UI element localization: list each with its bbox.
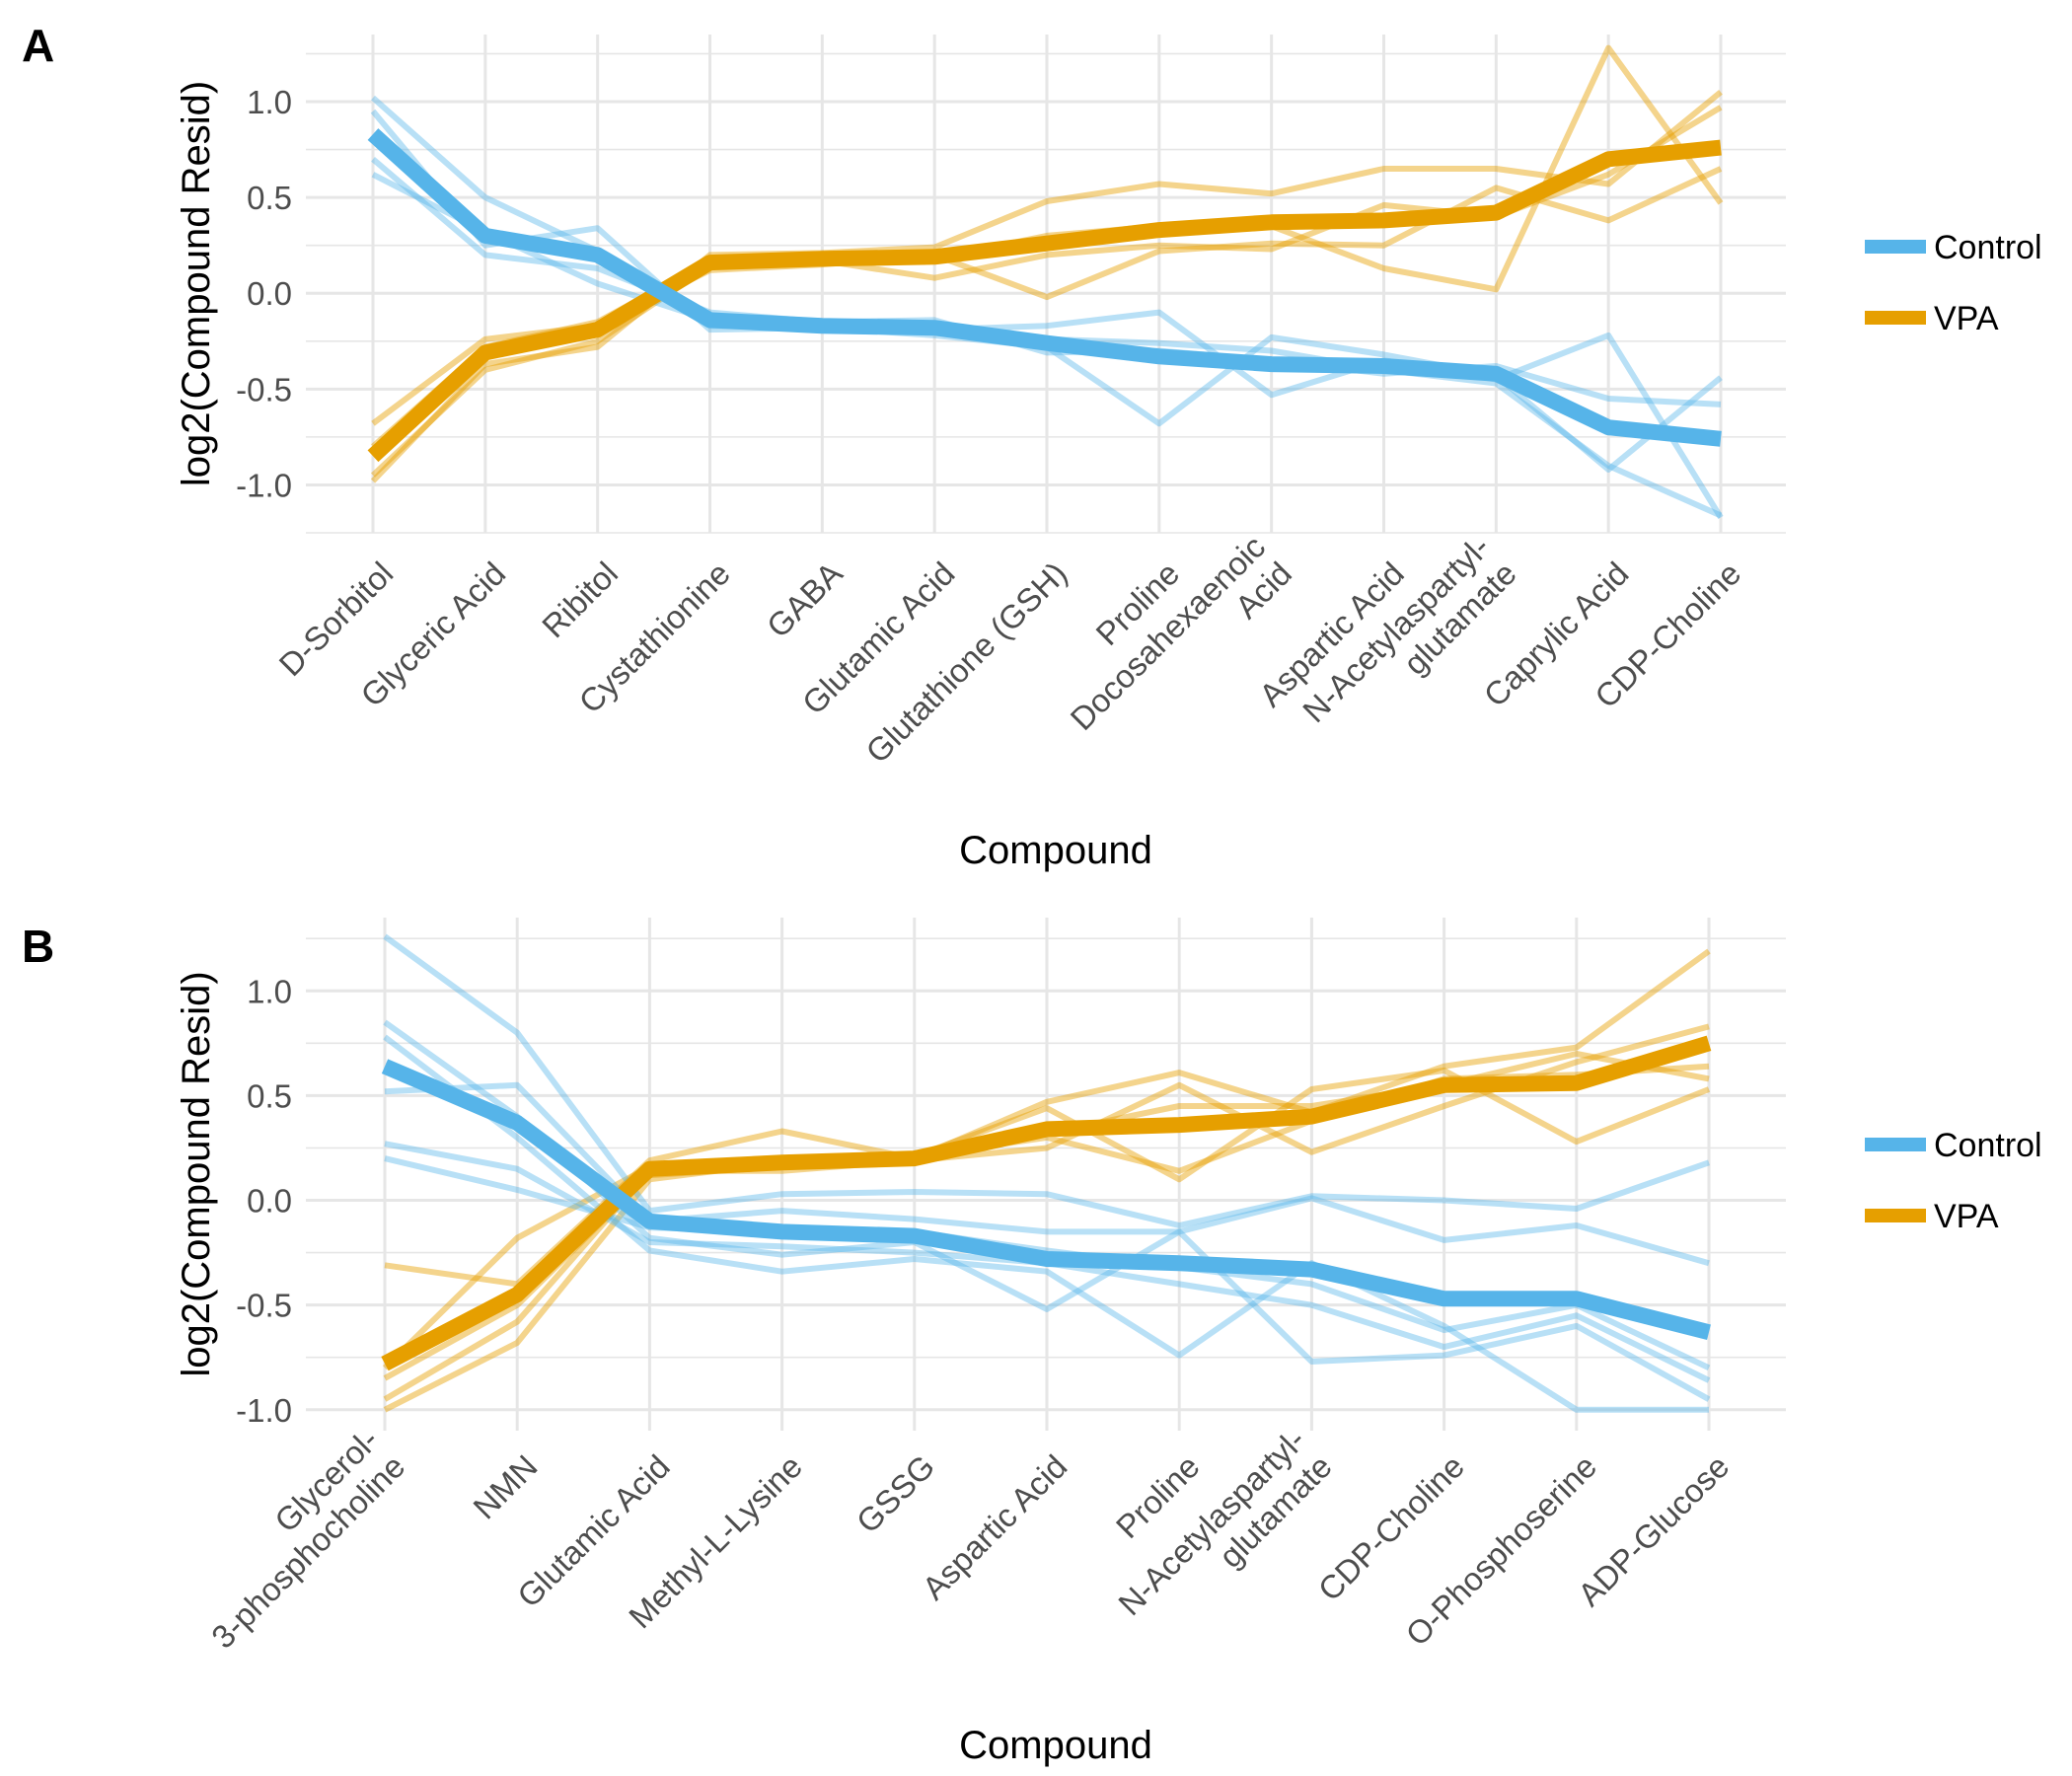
- x-axis-title: Compound: [959, 1724, 1152, 1767]
- x-axis-title: Compound: [959, 829, 1152, 872]
- y-axis-title: log2(Compound Resid): [175, 81, 218, 486]
- legend-label-vpa: VPA: [1934, 1198, 1999, 1235]
- x-tick-label: Glycerol-3-phosphocholine: [178, 1421, 411, 1655]
- x-tick-label: NMN: [466, 1447, 544, 1525]
- y-tick-labels: -1.0 -0.5 0.0 0.5 1.0: [236, 973, 292, 1428]
- vpa-mean-line: [381, 1035, 1712, 1371]
- control-sample-line: [383, 933, 1710, 1228]
- y-tick-label: 0.0: [247, 1183, 292, 1220]
- panel-label: A: [22, 20, 54, 71]
- legend-label-control: Control: [1934, 229, 2042, 266]
- x-tick-label: GABA: [760, 555, 850, 644]
- legend-label-control: Control: [1934, 1127, 2042, 1164]
- y-tick-label: 1.0: [247, 84, 292, 120]
- x-tick-label: Glutathione (GSH): [858, 555, 1073, 770]
- y-tick-label: 0.5: [247, 180, 292, 216]
- control-mean-line: [381, 1059, 1711, 1340]
- control-mean-line: [367, 128, 1722, 447]
- gridlines: [306, 35, 1786, 534]
- x-tick-label: DocosahexaenoicAcid: [1064, 528, 1299, 764]
- y-axis-title: log2(Compound Resid): [175, 971, 218, 1376]
- y-tick-labels: -1.0 -0.5 0.0 0.5 1.0: [236, 84, 292, 503]
- legend: Control VPA: [1865, 229, 2042, 337]
- series-lines: [367, 44, 1724, 520]
- series-lines: [381, 933, 1712, 1413]
- control-sample-line: [384, 1081, 1710, 1267]
- vpa-sample-line: [383, 1067, 1711, 1413]
- legend: Control VPA: [1865, 1127, 2042, 1235]
- y-tick-label: -0.5: [236, 1288, 292, 1324]
- panel-a: A -1.0 -0.5 0.0 0.5 1.0 log2(Compound Resid) D-…: [22, 20, 2042, 872]
- y-tick-label: 0.5: [247, 1077, 292, 1114]
- y-tick-label: -0.5: [236, 371, 292, 407]
- panel-b: B -1.0 -0.5 0.0 0.5 1.0 log2(Compound Resid) Gl…: [22, 918, 2042, 1767]
- panel-label: B: [22, 921, 54, 972]
- vpa-sample-line: [370, 89, 1723, 483]
- y-tick-label: 1.0: [247, 973, 292, 1009]
- x-tick-label: Ribitol: [535, 555, 625, 644]
- y-tick-label: -1.0: [236, 467, 292, 503]
- y-tick-label: -1.0: [236, 1392, 292, 1429]
- vpa-mean-line: [367, 139, 1722, 463]
- x-tick-label: N-Acetylaspartyl-glutamate: [1111, 1421, 1339, 1649]
- x-tick-label: GSSG: [850, 1447, 942, 1540]
- y-tick-label: 0.0: [247, 275, 292, 312]
- legend-label-vpa: VPA: [1934, 300, 1999, 337]
